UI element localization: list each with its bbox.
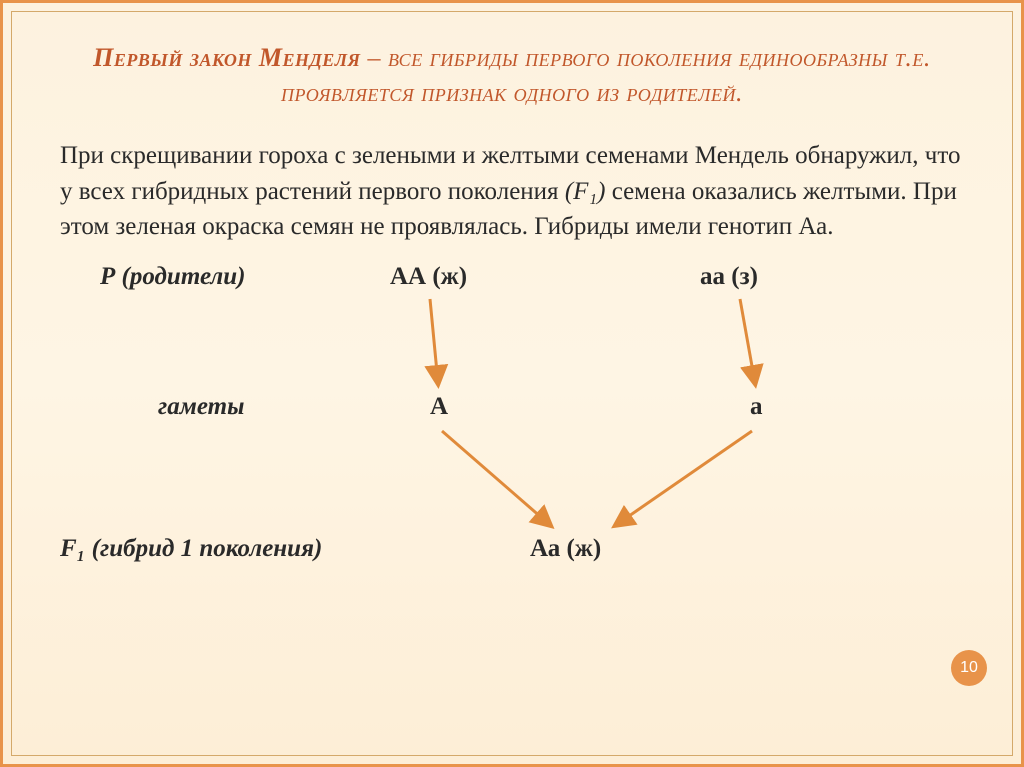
cross-diagram: Р (родители) АА (ж) аа (з) гаметы А а F₁… <box>60 263 964 583</box>
slide-inner: Первый закон Менделя – все гибриды перво… <box>11 11 1013 756</box>
body-paragraph: При скрещивании гороха с зелеными и желт… <box>60 138 964 245</box>
title-rest: – все гибриды первого поколения единообр… <box>281 43 931 107</box>
slide: Первый закон Менделя – все гибриды перво… <box>0 0 1024 767</box>
slide-title: Первый закон Менделя – все гибриды перво… <box>60 40 964 110</box>
gametes-label: гаметы <box>158 393 244 421</box>
body-f1-marker: (F₁) <box>565 178 606 205</box>
gamete-a: а <box>750 393 763 421</box>
parents-label: Р (родители) <box>100 263 245 291</box>
f1-label: F₁ (гибрид 1 поколения) <box>60 535 322 563</box>
parent-aa: аа (з) <box>700 263 758 291</box>
parent-AA: АА (ж) <box>390 263 467 291</box>
page-number-badge: 10 <box>951 650 987 686</box>
title-bold: Первый закон Менделя <box>93 43 360 72</box>
f1-value: Аа (ж) <box>530 535 601 563</box>
gamete-A: А <box>430 393 448 421</box>
page-number: 10 <box>960 659 978 677</box>
